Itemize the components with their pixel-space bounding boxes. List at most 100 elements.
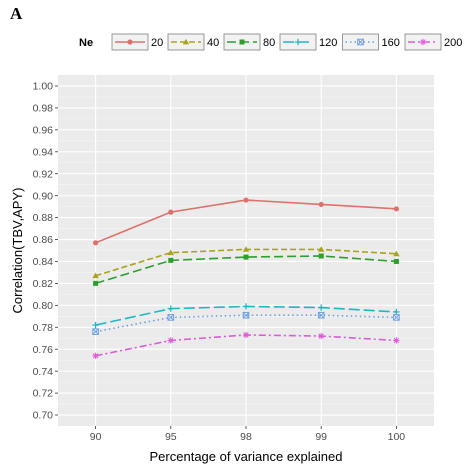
data-point-20 (168, 209, 174, 215)
data-point-160-d2 (167, 314, 174, 321)
legend-item-160: 160 (342, 33, 400, 51)
data-point-120 (92, 321, 99, 329)
data-point-80 (93, 280, 99, 286)
data-point-200-arm (243, 332, 249, 338)
series-40 (92, 246, 400, 279)
data-point-80 (393, 258, 399, 264)
data-point-20 (93, 240, 99, 246)
data-point-200-arm (92, 353, 99, 359)
data-point-160-d2 (393, 314, 400, 321)
legend-key-marker-d2 (357, 38, 364, 46)
legend: Ne 20 40 80 120 160 200 (79, 33, 462, 51)
y-tick-label: 0.92 (33, 168, 54, 180)
data-point-80 (318, 253, 324, 259)
legend-label: 160 (382, 37, 400, 49)
data-point-40 (242, 246, 250, 252)
data-point-160-d2 (92, 328, 99, 335)
data-point-120 (393, 308, 400, 316)
grid (58, 75, 434, 426)
data-point-120 (167, 305, 174, 312)
y-tick-label: 0.72 (33, 388, 54, 400)
data-point-20 (243, 197, 249, 203)
panel-label: A (10, 4, 23, 23)
data-point-200 (92, 352, 99, 359)
data-point-160-box (92, 328, 99, 335)
data-point-160-box (242, 311, 250, 319)
data-point-40 (393, 250, 400, 257)
x-tick-label: 99 (315, 431, 327, 443)
legend-item-80: 80 (223, 33, 275, 51)
data-point-80 (168, 257, 174, 263)
y-tick-label: 0.94 (33, 146, 54, 158)
data-point-40 (318, 246, 325, 252)
x-tick-label: 98 (240, 431, 252, 443)
legend-label: 80 (263, 37, 275, 49)
y-tick-label: 0.86 (33, 234, 54, 246)
x-tick-label: 90 (90, 431, 102, 443)
data-point-160 (92, 328, 99, 335)
series-20 (93, 197, 399, 246)
data-point-120 (242, 303, 250, 310)
series-line-80 (95, 255, 397, 285)
axes: 0.70 0.72 0.74 0.76 0.78 0.80 0.82 0.84 0.86 0.88… (33, 81, 406, 443)
data-point-200-arm (168, 337, 174, 344)
legend-key-marker-arm (420, 39, 426, 45)
data-point-20 (318, 201, 324, 208)
data-point-160-box (317, 311, 325, 319)
x-tick-label: 100 (388, 431, 406, 443)
data-point-160 (317, 311, 325, 319)
y-tick-label: 0.76 (33, 344, 54, 356)
series-line-160 (95, 314, 397, 333)
legend-label: 20 (151, 37, 163, 49)
legend-key-marker (294, 38, 302, 46)
data-point-20 (393, 206, 399, 212)
y-tick-label: 0.80 (33, 300, 54, 312)
legend-item-200: 200 (404, 33, 462, 51)
legend-key-marker (357, 38, 364, 46)
legend-key-marker (182, 38, 190, 45)
data-point-40 (167, 249, 174, 256)
legend-title: Ne (79, 37, 93, 49)
legend-key-marker (239, 39, 245, 45)
data-point-160 (393, 314, 400, 321)
data-point-160-d2 (242, 312, 250, 319)
data-point-200-arm (393, 337, 400, 344)
data-point-40 (92, 272, 99, 279)
y-tick-label: 0.82 (33, 278, 54, 290)
y-tick-label: 0.98 (33, 103, 54, 115)
series-120 (92, 303, 400, 329)
y-tick-label: 1.00 (33, 81, 54, 93)
y-tick-label: 0.96 (33, 124, 54, 136)
data-point-80 (243, 254, 249, 260)
legend-label: 120 (319, 37, 337, 49)
y-tick-label: 0.84 (33, 256, 54, 268)
y-tick-label: 0.74 (33, 366, 54, 378)
legend-item-20: 20 (111, 33, 163, 51)
data-point-160-d2 (318, 312, 325, 319)
legend-key-marker (419, 38, 427, 46)
x-tick-label: 95 (165, 431, 177, 443)
data-point-160 (242, 311, 250, 319)
series-80 (93, 253, 399, 286)
legend-key-marker (127, 39, 133, 45)
y-tick-label: 0.70 (33, 410, 54, 422)
legend-label: 40 (207, 37, 219, 49)
data-point-120 (318, 304, 325, 311)
data-point-200-arm (318, 333, 324, 339)
x-axis-title: Percentage of variance explained (150, 449, 343, 464)
data-point-160-box (167, 314, 175, 321)
legend-item-40: 40 (167, 33, 219, 51)
series-200 (92, 331, 400, 359)
legend-label: 200 (444, 37, 462, 49)
y-tick-label: 0.78 (33, 322, 54, 334)
y-tick-label: 0.88 (33, 212, 54, 224)
data-point-200 (167, 337, 174, 344)
legend-item-120: 120 (279, 33, 337, 51)
y-axis-title: Correlation(TBV,APY) (10, 188, 25, 314)
data-point-200 (242, 331, 250, 339)
data-point-200 (318, 332, 325, 340)
data-point-160 (167, 314, 175, 321)
data-point-200 (393, 337, 400, 344)
y-tick-label: 0.90 (33, 190, 54, 202)
legend-key-marker-box (357, 38, 364, 46)
